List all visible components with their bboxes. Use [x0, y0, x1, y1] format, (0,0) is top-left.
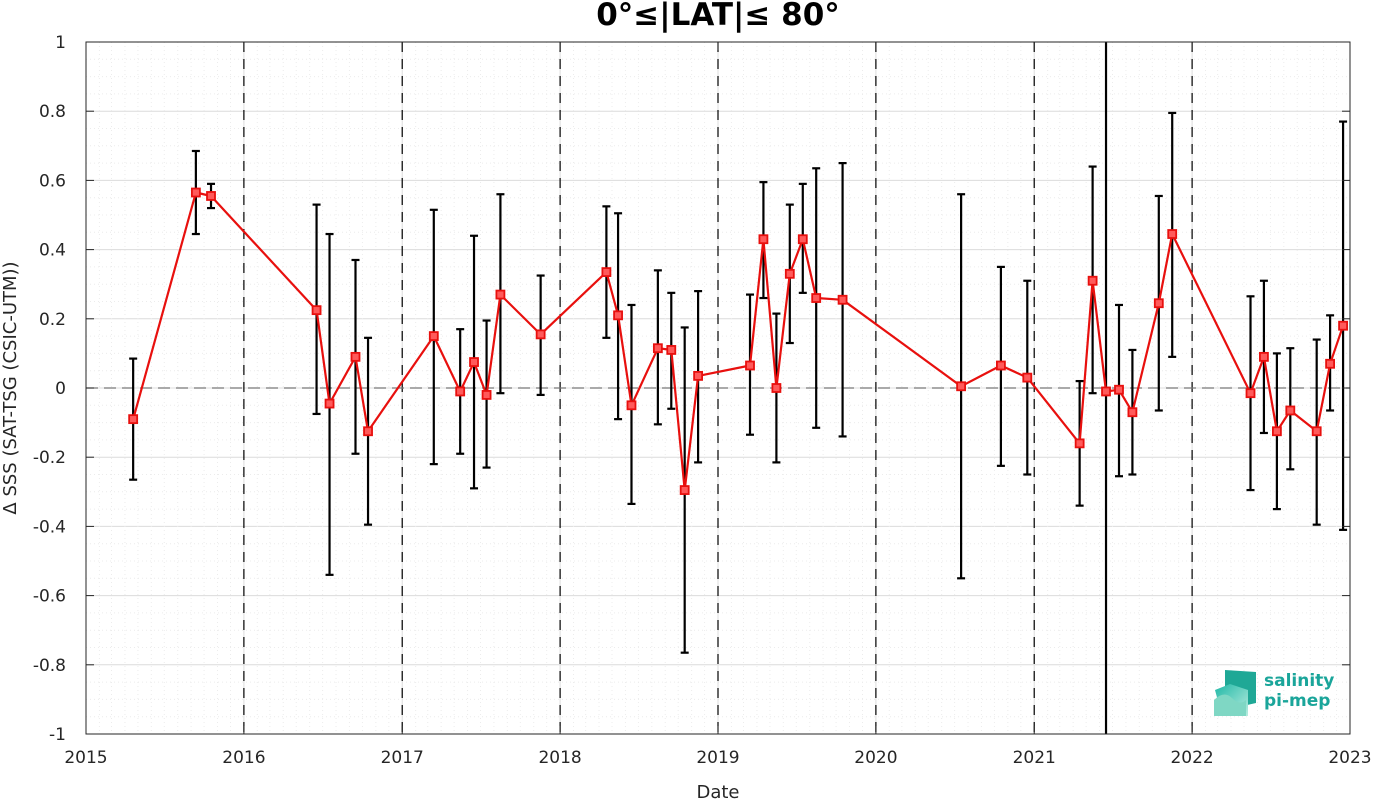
- chart-title: 0°≤|LAT|≤ 80°: [596, 0, 840, 33]
- axis-ticks: [85, 41, 1351, 735]
- y-tick-label: 0: [55, 379, 66, 399]
- x-tick-label: 2015: [64, 748, 107, 768]
- data-point-marker: [128, 414, 139, 425]
- data-point-marker: [428, 331, 439, 342]
- y-tick-label: 1: [55, 33, 66, 53]
- data-point-marker: [758, 234, 769, 245]
- salinity-pi-mep-logo: salinity pi-mep: [1214, 670, 1334, 716]
- x-tick-label: 2022: [1170, 748, 1213, 768]
- data-point-marker: [797, 234, 808, 245]
- data-point-marker: [956, 381, 967, 392]
- data-point-marker: [1101, 386, 1111, 397]
- data-point-marker: [1325, 358, 1336, 369]
- data-point-marker: [324, 398, 335, 409]
- data-point-marker: [679, 485, 690, 495]
- data-point-marker: [745, 360, 755, 371]
- y-tick-label: -0.6: [33, 587, 66, 607]
- data-point-marker: [1311, 426, 1322, 437]
- data-point-marker: [311, 305, 322, 316]
- data-point-marker: [1167, 229, 1178, 239]
- data-point-marker: [495, 289, 506, 300]
- x-axis-label: Date: [696, 782, 739, 801]
- data-point-marker: [535, 329, 546, 340]
- data-point-marker: [1022, 372, 1033, 383]
- x-tick-label: 2018: [538, 748, 581, 768]
- data-point-marker: [837, 294, 848, 305]
- data-point-marker: [1259, 351, 1269, 362]
- y-tick-label: -0.8: [33, 656, 66, 676]
- data-point-marker: [1087, 275, 1098, 286]
- series-polyline: [132, 191, 1345, 492]
- data-point-marker: [613, 310, 623, 321]
- data-point-marker: [1271, 426, 1282, 437]
- data-point-marker: [693, 370, 704, 381]
- data-markers: [128, 187, 1348, 495]
- data-point-marker: [363, 426, 373, 437]
- data-point-marker: [771, 383, 782, 393]
- data-point-marker: [455, 386, 466, 397]
- y-tick-label: 0.4: [39, 241, 66, 261]
- data-point-marker: [1114, 384, 1124, 395]
- y-tick-label: -1: [49, 725, 66, 745]
- data-point-marker: [996, 360, 1006, 371]
- x-tick-label: 2023: [1328, 748, 1371, 768]
- y-tick-label: -0.2: [33, 448, 66, 468]
- data-point-marker: [190, 187, 201, 198]
- data-point-marker: [1245, 388, 1256, 399]
- data-point-marker: [811, 293, 822, 303]
- y-tick-label: -0.4: [33, 517, 66, 537]
- data-point-marker: [350, 351, 361, 362]
- data-point-marker: [784, 268, 795, 279]
- data-point-marker: [1127, 407, 1138, 418]
- logo-text-salinity: salinity: [1264, 671, 1334, 691]
- x-tick-labels: 2015 2016 2017 2018 2019 2020 2021 2022 2023: [64, 748, 1371, 768]
- data-point-marker: [469, 357, 479, 367]
- data-point-marker: [1285, 405, 1296, 416]
- data-point-marker: [481, 390, 492, 400]
- data-point-marker: [1074, 438, 1085, 449]
- y-tick-label: 0.6: [39, 171, 66, 191]
- data-point-marker: [666, 345, 677, 355]
- x-tick-label: 2019: [696, 748, 739, 768]
- data-point-marker: [1338, 320, 1348, 331]
- logo-text-pi-mep: pi-mep: [1264, 691, 1330, 711]
- data-point-marker: [1153, 298, 1164, 309]
- y-axis-label: Δ SSS (SAT-TSG (CSIC-UTM)): [0, 261, 21, 514]
- data-point-marker: [626, 400, 637, 411]
- data-point-marker: [206, 191, 216, 201]
- y-tick-label: 0.8: [39, 102, 66, 122]
- series-line: [132, 191, 1345, 492]
- x-tick-label: 2020: [854, 748, 897, 768]
- wave-logo-icon: [1214, 670, 1256, 716]
- y-tick-labels: 1 0.8 0.6 0.4 0.2 0 -0.2 -0.4 -0.6 -0.8 -1: [33, 33, 66, 745]
- data-point-marker: [652, 343, 663, 354]
- y-tick-label: 0.2: [39, 310, 66, 330]
- x-tick-label: 2021: [1013, 748, 1056, 768]
- x-tick-label: 2017: [381, 748, 424, 768]
- data-point-marker: [601, 267, 612, 277]
- x-tick-label: 2016: [222, 748, 265, 768]
